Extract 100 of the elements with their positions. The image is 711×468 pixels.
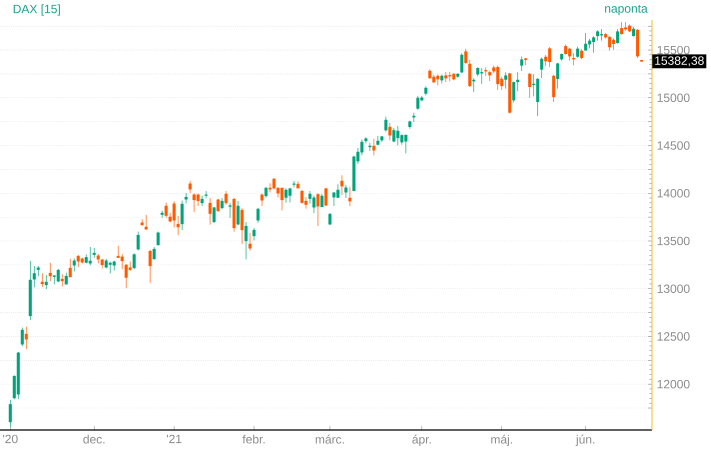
candlestick	[136, 231, 140, 250]
candlestick	[516, 72, 520, 92]
candlestick	[224, 190, 228, 205]
y-tick-label: 15500	[658, 46, 690, 54]
candlestick	[200, 195, 204, 206]
candlestick	[612, 38, 616, 50]
candlestick	[76, 254, 80, 268]
candlestick	[404, 134, 408, 154]
candlestick	[320, 194, 324, 208]
x-tick-label: '20	[3, 434, 18, 444]
candlestick	[44, 274, 48, 290]
candlestick	[112, 260, 116, 271]
candlestick	[488, 70, 492, 82]
candlestick	[216, 198, 220, 212]
candlestick	[8, 400, 12, 428]
candlestick	[448, 72, 452, 82]
candlestick	[316, 193, 320, 226]
candlestick	[60, 274, 64, 286]
candlestick	[16, 352, 20, 400]
candlestick	[56, 268, 60, 282]
text: naponta	[605, 4, 648, 16]
candlestick	[416, 96, 420, 110]
candlestick	[160, 210, 164, 218]
y-tick-label: 14000	[658, 189, 690, 198]
candlestick	[628, 24, 632, 32]
candlestick	[436, 74, 440, 86]
candlestick	[80, 258, 84, 264]
candlestick	[496, 65, 500, 90]
candlestick	[328, 212, 332, 226]
candlestick	[520, 56, 524, 72]
candlestick	[408, 120, 412, 129]
candlestick	[312, 195, 316, 214]
candlestick	[524, 58, 528, 66]
candlestick	[32, 266, 36, 288]
candlestick	[428, 69, 432, 79]
candlestick	[288, 188, 292, 202]
text: 15382,38	[655, 56, 704, 66]
candlestick	[72, 258, 76, 272]
x-tick-label: dec.	[83, 434, 104, 444]
candlestick	[512, 81, 516, 103]
chart-title: DAX [15]	[14, 4, 60, 16]
candlestick	[340, 175, 344, 196]
candlestick	[372, 138, 376, 156]
candlestick	[48, 262, 52, 282]
candlestick	[172, 201, 176, 228]
candlestick	[548, 47, 552, 68]
candlestick	[236, 200, 240, 226]
candlestick	[472, 78, 476, 92]
candlestick	[132, 253, 136, 270]
y-tick-label: 13500	[658, 236, 690, 246]
candlestick	[468, 60, 472, 88]
candlestick	[164, 202, 168, 218]
candlestick	[572, 53, 576, 66]
candlestick	[452, 73, 456, 80]
y-tick-label: 13000	[658, 284, 690, 293]
candlestick	[624, 22, 628, 31]
candlestick	[380, 136, 384, 142]
candlestick	[376, 136, 380, 146]
candlestick	[260, 193, 264, 206]
candlestick	[396, 126, 400, 146]
candlestick	[20, 328, 24, 346]
candlestick	[392, 128, 396, 142]
candlestick	[220, 198, 224, 210]
candlestick	[344, 184, 348, 198]
candlestick	[636, 29, 640, 58]
candlestick	[152, 246, 156, 260]
x-tick-label: '21	[166, 434, 182, 444]
candlestick	[228, 202, 232, 218]
candlestick	[596, 30, 600, 41]
candlestick	[96, 254, 100, 264]
candlestick	[584, 32, 588, 51]
candlestick	[560, 53, 564, 61]
x-tick-label: márc.	[316, 434, 344, 444]
candlestick	[180, 200, 184, 230]
candlestick	[616, 29, 620, 44]
candlestick	[388, 122, 392, 140]
candlestick	[508, 72, 512, 114]
candlestick	[292, 180, 296, 188]
candlestick	[204, 190, 208, 198]
candlestick	[348, 186, 352, 206]
candlestick	[280, 188, 284, 210]
candlestick	[244, 222, 248, 260]
x-tick-label: ápr.	[412, 434, 431, 446]
candlestick	[264, 186, 268, 198]
x-tick-label: máj.	[491, 434, 512, 446]
candlestick	[552, 74, 556, 102]
candlestick	[252, 228, 256, 240]
candlestick	[148, 250, 152, 284]
candlestick	[92, 248, 96, 258]
candlestick	[568, 48, 572, 61]
candlestick	[592, 36, 596, 53]
candlestick	[384, 116, 388, 132]
candlestick	[632, 26, 636, 37]
y-tick-label: 15000	[658, 94, 690, 102]
candlestick	[232, 198, 236, 232]
y-tick-label: 12000	[658, 380, 690, 388]
candlestick	[36, 266, 40, 276]
candlestick	[188, 180, 192, 194]
candlestick	[440, 74, 444, 84]
x-tick-label: jún.	[576, 434, 594, 446]
